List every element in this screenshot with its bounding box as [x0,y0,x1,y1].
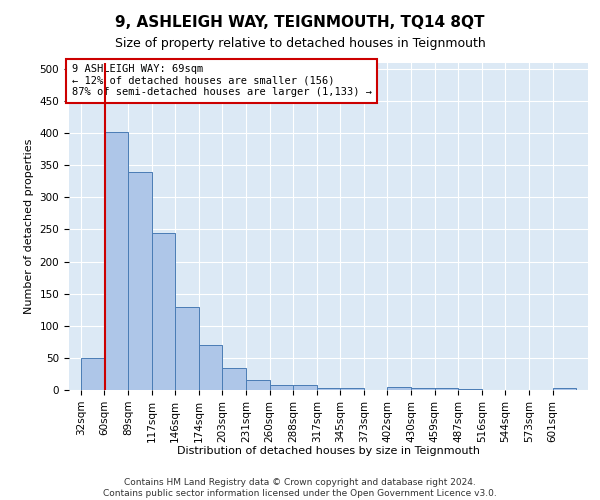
Bar [223,368,246,390]
Bar [293,385,317,390]
Bar [246,380,269,390]
Bar [553,388,576,390]
Bar [199,345,223,390]
Bar [458,388,482,390]
Bar [175,306,199,390]
Bar [411,388,434,390]
Text: Contains HM Land Registry data © Crown copyright and database right 2024.
Contai: Contains HM Land Registry data © Crown c… [103,478,497,498]
Bar [340,388,364,390]
Bar [128,172,152,390]
Y-axis label: Number of detached properties: Number of detached properties [24,138,34,314]
Bar [269,385,293,390]
X-axis label: Distribution of detached houses by size in Teignmouth: Distribution of detached houses by size … [177,446,480,456]
Text: 9 ASHLEIGH WAY: 69sqm
← 12% of detached houses are smaller (156)
87% of semi-det: 9 ASHLEIGH WAY: 69sqm ← 12% of detached … [71,64,371,98]
Bar [388,387,411,390]
Text: 9, ASHLEIGH WAY, TEIGNMOUTH, TQ14 8QT: 9, ASHLEIGH WAY, TEIGNMOUTH, TQ14 8QT [115,15,485,30]
Bar [317,388,340,390]
Text: Size of property relative to detached houses in Teignmouth: Size of property relative to detached ho… [115,38,485,51]
Bar [104,132,128,390]
Bar [81,358,104,390]
Bar [434,388,458,390]
Bar [152,232,175,390]
